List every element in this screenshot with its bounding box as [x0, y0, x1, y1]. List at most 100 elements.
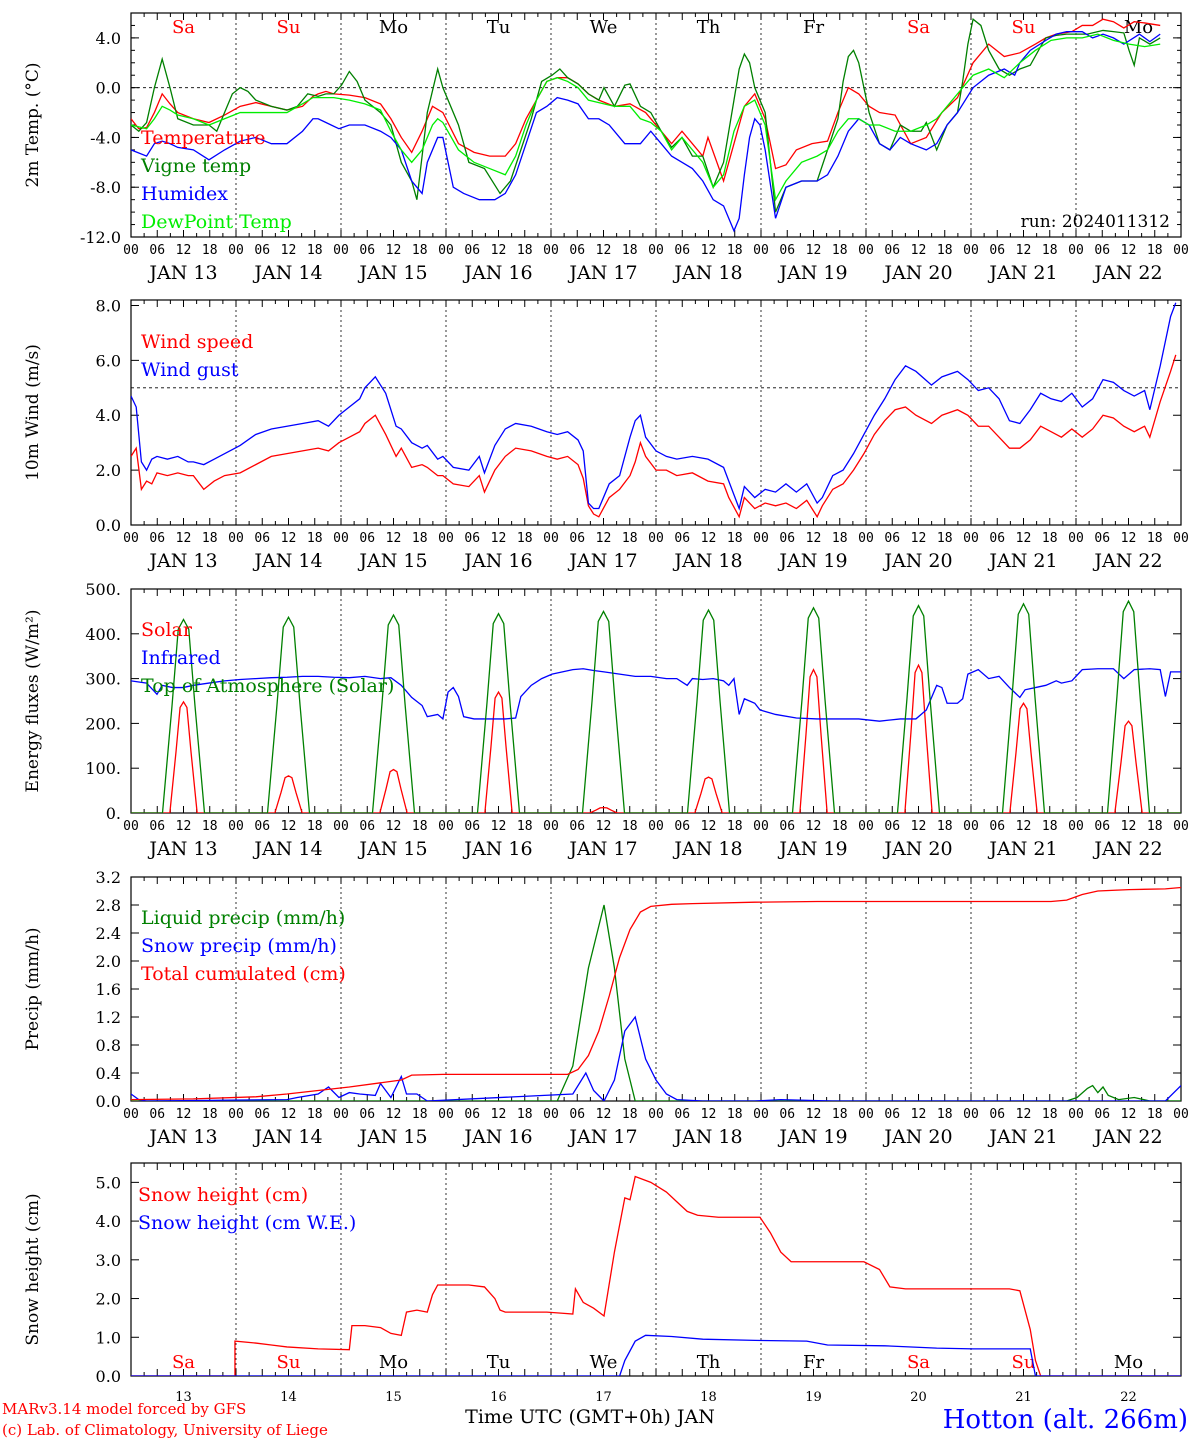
series-line — [131, 668, 1181, 722]
x-hour-label: 12 — [386, 819, 402, 834]
legend-entry: Total cumulated (cm) — [141, 963, 346, 985]
x-hour-label: 06 — [359, 1107, 375, 1122]
y-tick-label: 0.0 — [96, 1367, 121, 1386]
x-date-label: JAN 18 — [672, 262, 742, 284]
x-hour-label: 06 — [254, 531, 270, 546]
x-hour-label: 12 — [806, 1107, 822, 1122]
series-line — [131, 354, 1177, 519]
legend-entry: Temperature — [141, 127, 265, 149]
legend-entry: Wind speed — [141, 331, 253, 353]
x-hour-label: 18 — [727, 531, 743, 546]
x-hour-label: 06 — [359, 819, 375, 834]
y-tick-label: 2.4 — [96, 924, 121, 943]
y-tick-label: 0.0 — [96, 516, 121, 535]
y-tick-label: 2.0 — [96, 1290, 121, 1309]
x-hour-label: 18 — [517, 531, 533, 546]
x-hour-label: 18 — [412, 1107, 428, 1122]
weekday-label: Th — [697, 17, 721, 38]
y-tick-label: 4.0 — [96, 406, 121, 425]
panel-snow: 0.0 1.0 2.0 3.0 4.0 5.0 Snow height (cm) 13 Sa 14… — [23, 1162, 1182, 1428]
x-hour-label: 18 — [307, 531, 323, 546]
series-line — [131, 31, 1161, 233]
x-hour-label: 00 — [123, 1107, 139, 1122]
x-hour-label: 00 — [963, 531, 979, 546]
series-line — [131, 886, 1181, 1101]
x-hour-label: 18 — [202, 243, 218, 258]
x-date-label: JAN 13 — [147, 550, 217, 572]
x-hour-label: 06 — [1094, 819, 1110, 834]
y-tick-label: 500. — [85, 580, 121, 599]
x-hour-label: 06 — [779, 531, 795, 546]
x-date-label: JAN 19 — [777, 838, 847, 860]
y-tick-label: 6.0 — [96, 351, 121, 370]
x-hour-label: 06 — [149, 819, 165, 834]
panel-temp: -12.0 -8.0 -4.0 0.0 4.0 2m Temp. (°C) 00 06 12 18… — [23, 12, 1189, 284]
x-hour-label: 18 — [202, 531, 218, 546]
x-date-label: JAN 16 — [462, 1126, 532, 1148]
x-date-label: JAN 14 — [252, 1126, 322, 1148]
y-axis-label: 2m Temp. (°C) — [23, 62, 43, 187]
x-hour-label: 00 — [228, 1107, 244, 1122]
x-hour-label: 12 — [806, 243, 822, 258]
x-hour-label: 12 — [701, 1107, 717, 1122]
y-tick-label: -12.0 — [80, 228, 121, 247]
y-axis-label: Energy fluxes (W/m²) — [23, 610, 43, 793]
x-hour-label: 00 — [123, 243, 139, 258]
x-day-number: 22 — [1120, 1390, 1137, 1405]
x-date-label: JAN 17 — [567, 550, 637, 572]
y-tick-label: 1.0 — [96, 1328, 121, 1347]
x-hour-label: 18 — [412, 819, 428, 834]
x-date-label: JAN 16 — [462, 550, 532, 572]
x-hour-label: 00 — [333, 1107, 349, 1122]
x-hour-label: 00 — [1068, 531, 1084, 546]
x-hour-label: 12 — [1016, 531, 1032, 546]
x-day-number: 16 — [490, 1390, 507, 1405]
x-hour-label: 00 — [1068, 819, 1084, 834]
x-hour-label: 06 — [1094, 243, 1110, 258]
x-hour-label: 00 — [648, 1107, 664, 1122]
weekday-label: Sa — [907, 17, 930, 38]
x-hour-label: 18 — [937, 1107, 953, 1122]
x-hour-label: 00 — [1173, 243, 1189, 258]
x-date-label: JAN 14 — [252, 838, 322, 860]
x-hour-label: 18 — [622, 1107, 638, 1122]
x-hour-label: 12 — [281, 1107, 297, 1122]
y-tick-label: 5.0 — [96, 1173, 121, 1192]
x-hour-label: 06 — [884, 531, 900, 546]
panel-energy: 0. 100. 200. 300. 400. 500. Energy fluxes (W/m… — [23, 580, 1189, 860]
x-hour-label: 12 — [491, 243, 507, 258]
x-hour-label: 18 — [727, 819, 743, 834]
station-name: Hotton (alt. 266m) — [943, 1405, 1188, 1435]
x-hour-label: 00 — [963, 819, 979, 834]
series-group — [131, 302, 1177, 519]
x-day-number: 18 — [700, 1390, 717, 1405]
y-tick-label: 4.0 — [96, 1212, 121, 1231]
weekday-label: Su — [1012, 17, 1036, 38]
x-hour-label: 06 — [464, 531, 480, 546]
series-line — [131, 18, 1161, 184]
x-hour-label: 00 — [753, 819, 769, 834]
x-hour-label: 06 — [884, 1107, 900, 1122]
x-day-number: 17 — [595, 1390, 612, 1405]
x-day-number: 13 — [175, 1390, 192, 1405]
y-tick-label: 8.0 — [96, 296, 121, 315]
x-hour-label: 18 — [1147, 819, 1163, 834]
x-day-number: 19 — [805, 1390, 822, 1405]
y-tick-label: 1.6 — [96, 980, 121, 999]
x-hour-label: 12 — [176, 1107, 192, 1122]
x-hour-label: 18 — [622, 243, 638, 258]
x-hour-label: 00 — [543, 1107, 559, 1122]
weekday-label: Mo — [379, 1352, 408, 1373]
x-hour-label: 06 — [779, 1107, 795, 1122]
x-hour-label: 00 — [858, 819, 874, 834]
weekday-label: Sa — [907, 1352, 930, 1373]
x-hour-label: 18 — [727, 243, 743, 258]
x-hour-label: 00 — [123, 531, 139, 546]
weekday-label: Fr — [803, 17, 824, 38]
x-hour-label: 12 — [701, 819, 717, 834]
x-hour-label: 00 — [543, 531, 559, 546]
x-hour-label: 12 — [491, 531, 507, 546]
x-hour-label: 00 — [333, 243, 349, 258]
x-hour-label: 18 — [517, 1107, 533, 1122]
x-date-label: JAN 22 — [1092, 1126, 1162, 1148]
